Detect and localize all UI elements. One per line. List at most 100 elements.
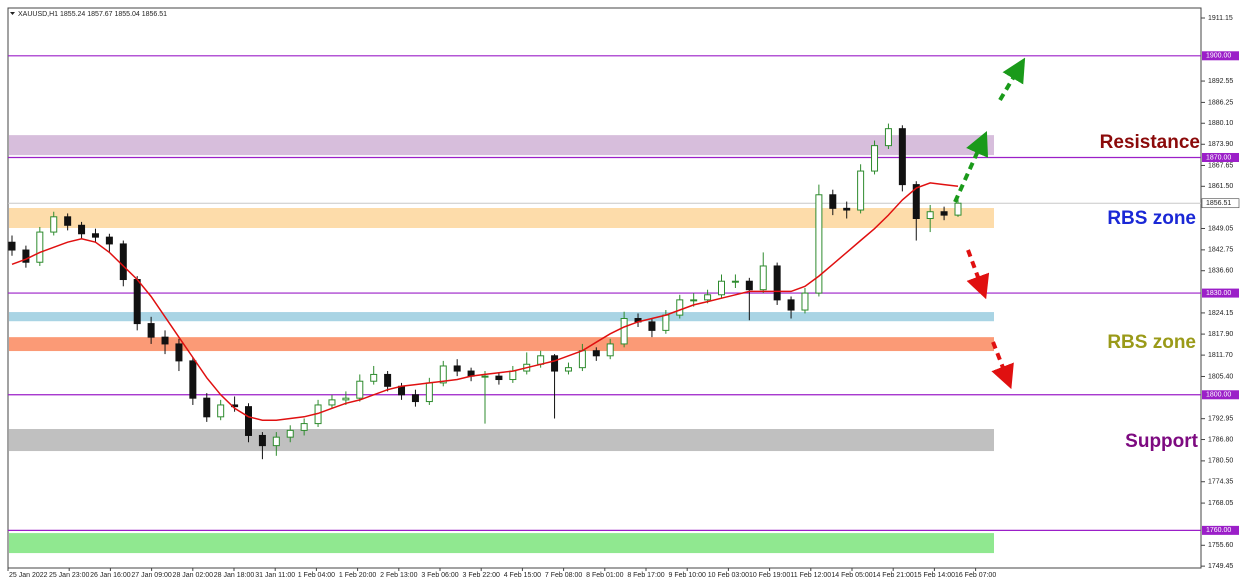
candle-body — [384, 373, 392, 387]
x-tick-label: 4 Feb 15:00 — [504, 572, 541, 579]
y-tick-label: 1836.60 — [1208, 268, 1233, 275]
moving-average — [11, 182, 959, 421]
level-tag — [1202, 525, 1239, 535]
candle-body — [78, 224, 86, 235]
x-tick-label: 27 Jan 09:00 — [131, 572, 172, 579]
zone — [9, 429, 994, 452]
candle-body — [425, 382, 433, 403]
zone — [9, 208, 994, 228]
candle-body — [36, 231, 44, 263]
candle-body — [245, 406, 252, 436]
candle-body — [718, 280, 725, 296]
candle-body — [857, 170, 865, 211]
y-tick-label: 1755.60 — [1208, 542, 1233, 549]
annotation: RBS zone — [1107, 208, 1196, 229]
candle-body — [189, 360, 197, 399]
candle-body — [64, 216, 72, 226]
candle-body — [940, 211, 948, 216]
candle-body — [843, 207, 851, 211]
zone — [9, 337, 994, 352]
y-tick-label: 1892.55 — [1208, 78, 1233, 85]
candle-body — [91, 233, 99, 238]
y-tick-label: 1873.90 — [1208, 141, 1233, 148]
x-tick-label: 3 Feb 06:00 — [421, 572, 458, 579]
y-tick-label: 1886.25 — [1208, 99, 1233, 106]
x-tick-label: 8 Feb 01:00 — [586, 572, 623, 579]
candle-body — [411, 394, 419, 403]
plot-frame — [7, 7, 1202, 569]
candle-body — [606, 343, 614, 357]
x-tick-label: 14 Feb 05:00 — [831, 572, 872, 579]
x-tick-label: 7 Feb 08:00 — [545, 572, 582, 579]
candle-body — [662, 314, 670, 331]
candle-body — [676, 299, 684, 316]
y-tick-label: 1805.40 — [1208, 373, 1233, 380]
candle-body — [328, 399, 336, 406]
candle-body — [815, 194, 823, 294]
y-tick-label: 1811.70 — [1208, 352, 1233, 359]
x-tick-label: 10 Feb 03:00 — [708, 572, 749, 579]
level-tag — [1202, 51, 1239, 61]
candle-body — [620, 318, 628, 345]
candle-body — [787, 299, 795, 311]
plot — [8, 55, 1201, 531]
candle-body — [690, 299, 698, 302]
candle-body — [773, 265, 781, 301]
x-tick-label: 8 Feb 17:00 — [627, 572, 664, 579]
x-tick-label: 10 Feb 19:00 — [749, 572, 790, 579]
x-tick-label: 1 Feb 04:00 — [298, 572, 335, 579]
x-tick-label: 16 Feb 07:00 — [955, 572, 996, 579]
candle-body — [286, 429, 294, 438]
annotation: Support — [1125, 431, 1198, 452]
level-label: 1800.00 — [1206, 392, 1231, 399]
candle-body — [912, 184, 920, 220]
x-tick-label: 2 Feb 13:00 — [380, 572, 417, 579]
chart-title: XAUUSD,H1 1855.24 1857.67 1855.04 1856.5… — [18, 11, 167, 18]
x-tick-label: 9 Feb 10:00 — [669, 572, 706, 579]
y-tick-label: 1817.90 — [1208, 331, 1233, 338]
candle-body — [926, 211, 934, 220]
level-label: 1900.00 — [1206, 53, 1231, 60]
x-tick-label: 31 Jan 11:00 — [255, 572, 295, 579]
y-tick-label: 1849.05 — [1208, 225, 1233, 232]
annotation: RBS zone — [1107, 332, 1196, 353]
candle-body — [509, 370, 517, 381]
candle-body — [564, 367, 572, 372]
candle-body — [147, 323, 155, 338]
candle-body — [8, 241, 16, 251]
candle-body — [342, 397, 350, 401]
candle-body — [22, 249, 30, 263]
zone — [9, 533, 994, 554]
level-label: 1760.00 — [1206, 527, 1231, 534]
current-price-tag — [1201, 198, 1240, 209]
candle-body — [119, 243, 127, 281]
menu-icon — [10, 12, 15, 15]
x-tick-label: 25 Jan 2022 — [9, 572, 48, 579]
candle-body — [829, 194, 837, 209]
arrow-up — [953, 131, 989, 203]
candle-body — [898, 128, 906, 186]
y-tick-label: 1911.15 — [1208, 15, 1233, 22]
candle-body — [105, 236, 113, 245]
y-tick-label: 1786.80 — [1208, 436, 1233, 443]
zone — [9, 135, 994, 156]
current-price-label: 1856.51 — [1206, 200, 1231, 207]
candle-body — [356, 380, 364, 399]
candle-body — [272, 436, 280, 447]
arrow-down — [991, 341, 1014, 390]
level-label: 1830.00 — [1206, 290, 1231, 297]
annotation: Resistance — [1100, 132, 1200, 153]
x-tick-label: 28 Jan 18:00 — [214, 572, 255, 579]
level-label: 1870.00 — [1206, 154, 1231, 161]
y-tick-label: 1774.35 — [1208, 479, 1233, 486]
candle-body — [537, 355, 545, 365]
zones — [9, 135, 994, 554]
candle-body — [300, 423, 308, 431]
y-tick-label: 1792.95 — [1208, 416, 1233, 423]
x-tick-label: 1 Feb 20:00 — [339, 572, 376, 579]
y-tick-label: 1880.10 — [1208, 120, 1233, 127]
candle-body — [551, 355, 559, 372]
candle-body — [481, 375, 489, 378]
zone — [9, 312, 994, 322]
